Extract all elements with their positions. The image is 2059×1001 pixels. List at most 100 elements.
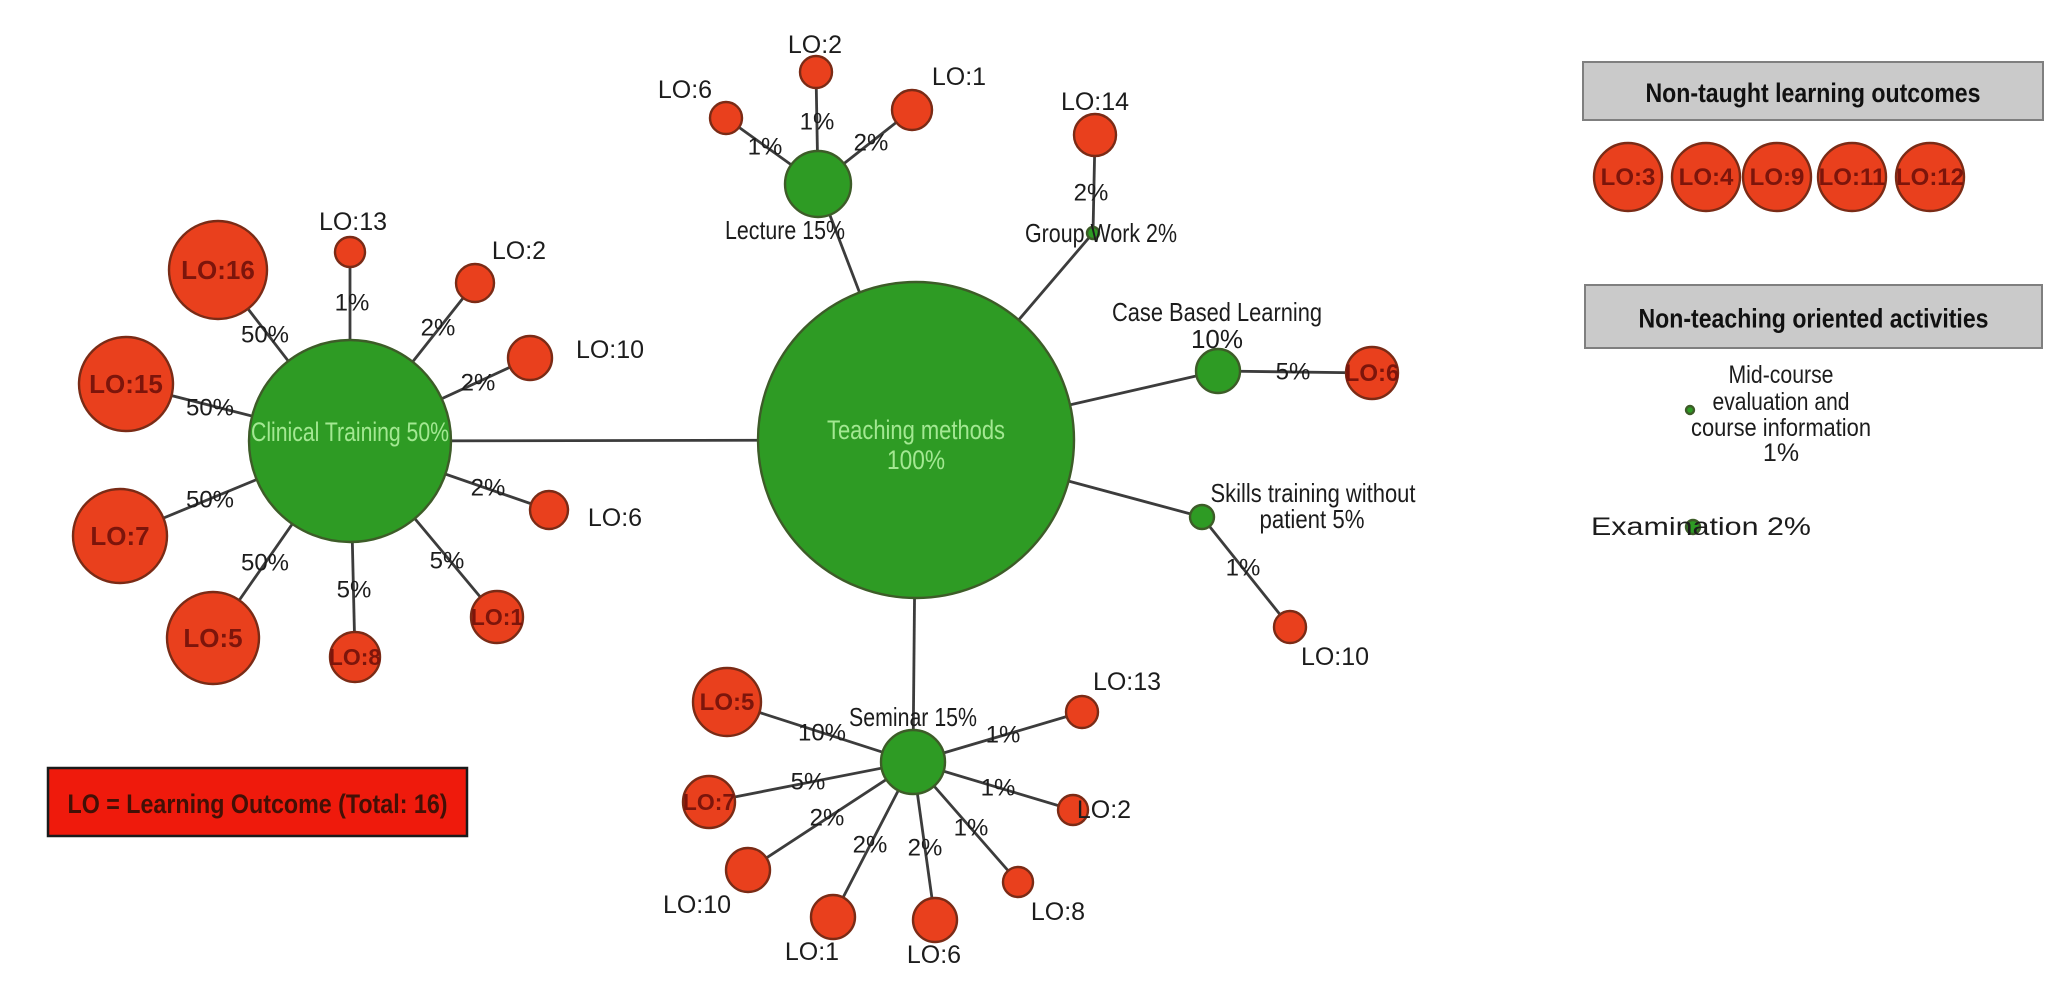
node-label-leg_lo3: LO:3 [1601,164,1656,191]
edge-skills-sk_lo10 [1200,516,1292,628]
edge-label-clinical-c_lo7: 50% [186,487,234,514]
groupwork-lo14-label: LO:14 [1061,88,1129,116]
node-l_lo6 [708,100,744,136]
node-c_lo10 [506,334,554,382]
cbl-title-line1: Case Based Learning [1112,297,1322,327]
node-s_lo8 [1001,865,1035,899]
non-teaching-header: Non-teaching oriented activities [1584,284,2043,349]
edge-label-seminar-s_lo1: 2% [853,832,888,859]
edge-label-lecture-l_lo6: 1% [748,134,783,161]
midcourse-label-line4: 1% [1763,439,1799,467]
node-s_lo5 [691,666,763,738]
edge-label-seminar-s_lo10: 2% [810,805,845,832]
node-l_lo2 [798,54,834,90]
node-label-c_lo5: LO:5 [183,623,242,653]
node-c_lo6 [528,489,570,531]
seminar-lo8-label: LO:8 [1031,898,1085,926]
edge-label-seminar-s_lo2: 1% [981,775,1016,802]
node-cbl_lo6 [1344,345,1400,401]
node-groupwork [1085,225,1101,241]
lecture-lo1-label: LO:1 [932,63,986,91]
edge-label-clinical-c_lo15: 50% [186,395,234,422]
node-leg_lo12 [1894,141,1966,213]
node-lecture [783,149,853,219]
seminar-lo6-label: LO:6 [907,941,961,969]
node-c_lo5 [165,590,261,686]
lecture-lo6-label: LO:6 [658,76,712,104]
node-s_lo2 [1056,793,1090,827]
node-c_lo13 [333,235,367,269]
seminar-lo1-label: LO:1 [785,938,839,966]
non-taught-header-rect [1582,61,2044,121]
edge-label-clinical-c_lo10: 2% [461,370,496,397]
node-cbl [1194,347,1242,395]
edge-label-skills-sk_lo10: 1% [1226,555,1261,582]
node-label-c_lo15: LO:15 [89,369,163,399]
node-sk_lo10 [1272,609,1308,645]
node-leg_lo9 [1741,141,1813,213]
edge-label-seminar-s_lo6: 2% [908,835,943,862]
node-label-s_lo7: LO:7 [683,789,735,815]
lo-note-box-rect [46,766,469,838]
node-label-leg_lo12: LO:12 [1896,164,1964,191]
node-s_lo10 [724,846,772,894]
node-gw_lo14 [1072,112,1118,158]
node-c_lo8 [328,630,382,684]
node-leg_lo11 [1816,141,1888,213]
node-clinical [247,338,453,544]
node-label-c_lo8: LO:8 [329,644,382,670]
edge-label-clinical-c_lo5: 50% [241,550,289,577]
non-teaching-header-rect [1584,284,2043,349]
node-c_lo1 [469,589,525,645]
node-l_lo1 [890,88,934,132]
lecture-lo2-label: LO:2 [788,31,842,59]
midcourse-label-line3: course information [1691,414,1871,442]
node-label-teaching: Teaching methods 100% [827,415,1005,475]
edge-label-clinical-c_lo13: 1% [335,290,370,317]
node-label-clinical: Clinical Training 50% [251,417,449,447]
seminar-lo13-label: LO:13 [1093,668,1161,696]
node-label-leg_lo11: LO:11 [1819,164,1886,191]
node-label-c_lo7: LO:7 [90,521,149,551]
node-label-cbl_lo6: LO:6 [1345,360,1400,387]
non-taught-header-label: Non-taught learning outcomes [1646,78,1981,108]
edge-label-clinical-c_lo2: 2% [421,315,456,342]
node-c_lo16 [167,219,269,321]
skills-title-line2: patient 5% [1260,504,1365,534]
clinical-lo6-label: LO:6 [588,504,642,532]
node-s_lo7 [681,774,737,830]
node-label-leg_lo4: LO:4 [1679,164,1734,191]
seminar-title: Seminar 15% [849,702,977,732]
node-leg_lo3 [1592,141,1664,213]
node-s_lo1 [809,893,857,941]
seminar-lo2-label: LO:2 [1077,796,1131,824]
node-s_lo13 [1064,694,1100,730]
non-teaching-header-label: Non-teaching oriented activities [1639,304,1989,334]
skills-lo10-label: LO:10 [1301,643,1369,671]
node-c_lo7 [71,487,169,585]
skills-title-line1: Skills training without [1211,478,1417,508]
seminar-lo10-label: LO:10 [663,891,731,919]
node-c_lo15 [77,335,175,433]
edge-label-seminar-s_lo5: 10% [798,720,846,747]
lo-note-box: LO = Learning Outcome (Total: 16) [46,766,469,838]
clinical-lo10-label: LO:10 [576,336,644,364]
node-leg_lo4 [1670,141,1742,213]
node-label-c_lo16: LO:16 [181,255,255,285]
node-teaching [756,280,1076,600]
node-c_lo2 [454,262,496,304]
edge-seminar-s_lo7 [708,760,914,804]
groupwork-title: Group Work 2% [1025,218,1177,248]
node-dot_exam [1684,518,1702,536]
node-s_lo6 [911,896,959,944]
examination-label: Examination 2% [1591,513,1811,541]
edge-label-clinical-c_lo6: 2% [471,475,506,502]
node-label-c_lo1: LO:1 [471,604,524,630]
node-label-s_lo5: LO:5 [700,689,755,716]
midcourse-label-line1: Mid-course [1729,361,1834,389]
clinical-lo2-label: LO:2 [492,237,546,265]
cbl-title-line2: 10% [1191,324,1243,354]
node-seminar [879,728,947,796]
edge-label-clinical-c_lo1: 5% [430,548,465,575]
